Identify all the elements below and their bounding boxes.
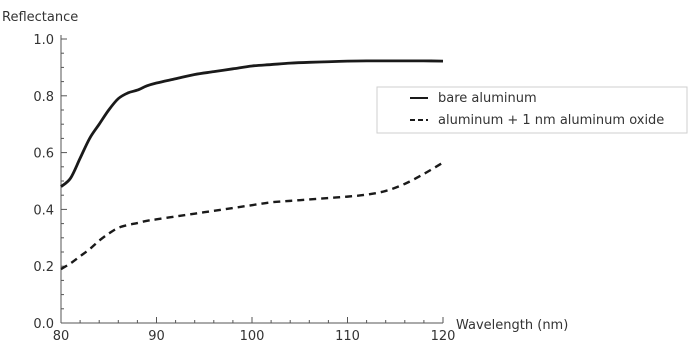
legend-label: aluminum + 1 nm aluminum oxide (438, 113, 664, 128)
y-tick-label: 0.6 (33, 147, 54, 162)
y-tick-label: 0.4 (33, 203, 54, 218)
axes: 80 90 100 110 120 0.0 0.2 0.4 0.6 0.8 1.0 Reflectan… (2, 10, 568, 344)
x-axis-title: Wavelength (nm) (456, 318, 568, 333)
x-tick-label: 120 (431, 329, 456, 344)
x-tick-label: 100 (240, 329, 265, 344)
series-line-oxide (60, 161, 444, 271)
legend-box (376, 86, 688, 134)
y-tick-label: 0.0 (33, 317, 54, 332)
y-axis-title: Reflectance (2, 10, 78, 25)
x-tick-label: 90 (148, 329, 165, 344)
y-tick-label: 0.2 (33, 260, 54, 275)
y-tick-label: 1.0 (33, 33, 54, 48)
legend: bare aluminum aluminum + 1 nm aluminum ox… (376, 86, 688, 134)
x-tick-label: 110 (335, 329, 360, 344)
series-line-bare (60, 59, 444, 188)
x-tick-label: 80 (53, 329, 70, 344)
series-layer (60, 59, 444, 271)
legend-label: bare aluminum (438, 91, 537, 106)
y-tick-label: 0.8 (33, 90, 54, 105)
